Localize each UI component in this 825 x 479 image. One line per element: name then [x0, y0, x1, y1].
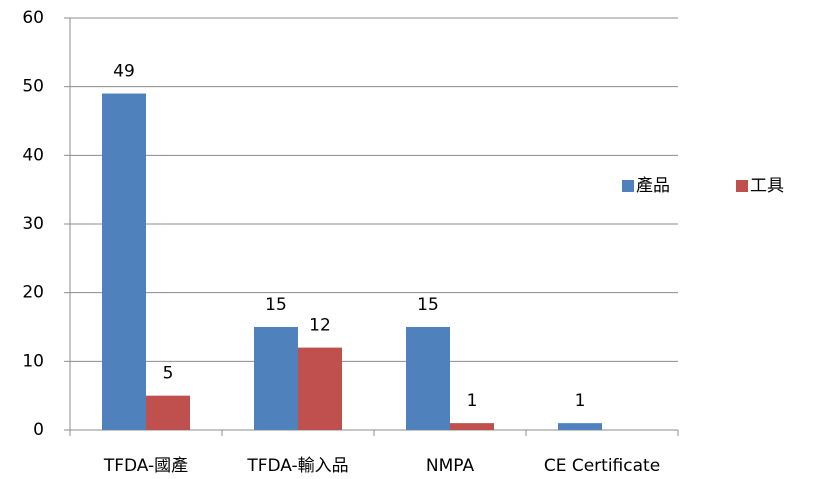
bar [558, 423, 602, 430]
x-tick-label: TFDA-輸入品 [246, 456, 348, 476]
y-tick-label: 20 [22, 283, 44, 303]
data-label: 1 [467, 391, 478, 411]
data-label: 12 [309, 316, 331, 336]
data-label: 49 [113, 62, 135, 82]
data-label: 5 [163, 364, 174, 384]
data-label: 15 [265, 295, 287, 315]
bar [146, 396, 190, 430]
bar [254, 327, 298, 430]
chart: 0 10 20 30 40 50 60 TFDA-國產 49 5 TFDA-輸入品 15 12 NMPA 1… [0, 0, 825, 479]
bar [298, 348, 342, 430]
legend-label: 工具 [750, 176, 784, 196]
y-tick-label: 10 [22, 351, 44, 371]
y-tick-label: 0 [33, 420, 44, 440]
data-label: 15 [417, 295, 439, 315]
legend-swatch [622, 180, 634, 192]
legend-label: 產品 [636, 176, 670, 196]
x-tick-label: NMPA [426, 456, 475, 476]
bar [406, 327, 450, 430]
y-tick-label: 50 [22, 77, 44, 97]
y-tick-label: 60 [22, 8, 44, 28]
y-tick-label: 30 [22, 214, 44, 234]
data-label: 1 [575, 391, 586, 411]
x-tick-label: TFDA-國產 [103, 456, 188, 476]
legend-swatch [736, 180, 748, 192]
bar [450, 423, 494, 430]
bar [102, 94, 146, 430]
y-tick-label: 40 [22, 145, 44, 165]
x-tick-label: CE Certificate [544, 456, 660, 476]
